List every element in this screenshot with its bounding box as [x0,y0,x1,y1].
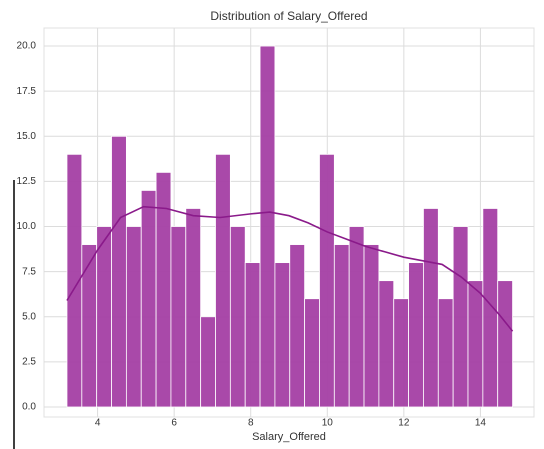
x-tick-label: 10 [322,418,334,429]
bar [244,262,261,408]
y-tick-label: 10.0 [17,221,37,232]
y-tick-label: 12.5 [17,176,37,187]
y-tick-label: 2.5 [22,357,36,368]
bar [437,298,454,408]
x-tick-label: 12 [398,418,410,429]
y-tick-label: 5.0 [22,311,36,322]
bar [274,262,291,408]
bar [96,226,112,408]
bar [304,298,320,408]
bar [289,244,306,408]
y-tick-label: 0.0 [22,402,36,413]
bar [348,226,365,408]
bar [363,244,380,408]
x-axis-label: Salary_Offered [252,431,326,443]
x-tick-label: 8 [248,418,254,429]
bar [81,244,98,408]
bar [185,208,202,408]
bar [378,280,395,408]
bar [170,226,187,408]
x-tick-label: 14 [475,418,487,429]
x-tick-label: 4 [95,418,101,429]
bar [497,280,513,408]
bar [111,135,127,408]
bar [229,226,246,408]
bar [452,226,469,408]
bar [482,208,499,408]
bar [393,298,409,408]
bar [200,316,216,408]
bar [333,244,350,408]
bar [125,226,142,408]
bar [140,190,157,408]
chart-title: Distribution of Salary_Offered [210,9,367,23]
plot-frame [43,27,535,418]
kde-line [66,205,514,332]
y-tick-label: 20.0 [17,41,37,52]
bar [259,45,276,408]
x-tick-label: 6 [171,418,177,429]
y-tick-label: 7.5 [22,266,36,277]
bar [319,153,335,408]
y-tick-label: 15.0 [17,131,37,142]
bar [408,262,424,408]
bar [215,153,231,408]
bar [467,280,484,408]
y-tick-label: 17.5 [17,86,37,97]
bar [423,208,439,408]
